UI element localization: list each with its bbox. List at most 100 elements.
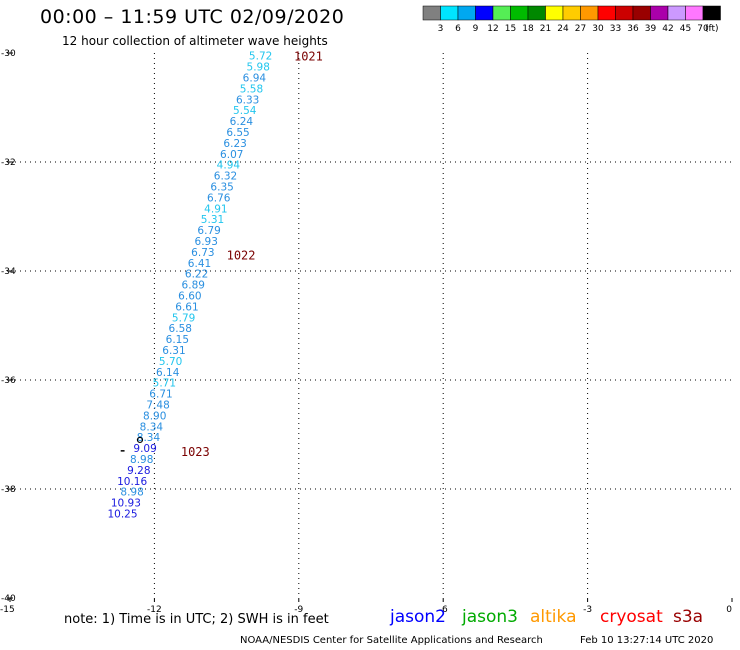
satellite-jason3-label: jason3: [462, 607, 518, 627]
wave-height-label: 8.98: [120, 487, 143, 499]
wave-height-label: 8.98: [130, 454, 153, 466]
lon-tick-label: 0: [726, 605, 732, 615]
footer-timestamp: Feb 10 13:27:14 UTC 2020: [580, 635, 714, 646]
legend-tick-label: 9: [473, 24, 479, 34]
lon-tick-label: -15: [0, 605, 15, 615]
wave-height-label: 10.93: [111, 498, 141, 510]
legend-tick-label: 15: [505, 24, 516, 34]
wave-height-label: 6.79: [197, 225, 220, 237]
legend-swatch: [667, 5, 686, 21]
page-subtitle: 12 hour collection of altimeter wave hei…: [62, 34, 328, 48]
legend-tick-label: 42: [662, 24, 673, 34]
lat-tick-label: -36: [1, 376, 16, 386]
wave-height-label: 5.54: [233, 105, 257, 117]
lon-tick-label: -3: [583, 605, 592, 615]
wave-height-label: 9.28: [127, 465, 150, 477]
legend-tick-label: 70: [697, 24, 709, 34]
legend-swatch: [510, 5, 529, 21]
wave-height-label: 7.48: [146, 400, 169, 412]
legend-swatch: [685, 5, 704, 21]
lat-tick-label: -38: [1, 485, 16, 495]
wave-height-label: 5.71: [153, 378, 176, 390]
legend-tick-label: 39: [645, 24, 657, 34]
wave-height-label: 4.94: [217, 160, 241, 172]
wave-height-label: 5.70: [159, 356, 182, 368]
legend-swatch: [492, 5, 511, 21]
wave-height-label: 6.94: [243, 73, 267, 85]
wave-height-label: 6.31: [162, 345, 185, 357]
satellite-cryosat-label: cryosat: [600, 607, 663, 627]
legend-tick-label: 24: [557, 24, 569, 34]
wave-height-label: 4.91: [204, 203, 227, 215]
legend-tick-label: 3: [438, 24, 444, 34]
wave-height-label: 6.22: [185, 269, 208, 281]
legend-swatch: [702, 5, 721, 21]
legend-tick-label: 27: [575, 24, 586, 34]
wave-height-label: 5.31: [201, 214, 224, 226]
wave-height-label: 6.73: [191, 247, 214, 259]
wave-height-label: 6.24: [230, 116, 254, 128]
wave-height-label: 5.98: [247, 62, 270, 74]
legend-swatch: [457, 5, 476, 21]
lat-tick-label: -30: [1, 49, 16, 59]
wave-height-label: 5.72: [249, 51, 272, 63]
wave-height-label: 6.58: [169, 323, 192, 335]
legend-unit-label: (ft): [705, 24, 719, 34]
wave-height-label: 5.58: [240, 83, 263, 95]
wave-height-label: 6.61: [175, 301, 198, 313]
wave-height-label: 6.89: [182, 280, 205, 292]
footer-credit: NOAA/NESDIS Center for Satellite Applica…: [240, 635, 543, 646]
lon-tick-label: -9: [294, 605, 303, 615]
legend-tick-label: 18: [522, 24, 534, 34]
wave-height-label: 6.60: [178, 291, 201, 303]
satellite-jason2-label: jason2: [390, 607, 446, 627]
wave-height-label: 6.93: [195, 236, 218, 248]
wave-height-label: 6.55: [226, 127, 249, 139]
legend-swatch: [580, 5, 599, 21]
legend-swatch: [562, 5, 581, 21]
pressure-label: 1022: [227, 249, 256, 263]
satellite-s3a-label: s3a: [673, 607, 704, 627]
wave-height-label: 5.79: [172, 312, 195, 324]
wave-height-label: 6.07: [220, 149, 243, 161]
lat-tick-label: -32: [1, 158, 16, 168]
wave-height-label: 10.16: [117, 476, 147, 488]
page-title: 00:00 – 11:59 UTC 02/09/2020: [40, 6, 345, 28]
wave-height-label: 9.09: [133, 443, 156, 455]
wave-height-label: 6.35: [210, 182, 233, 194]
wave-height-label: 6.14: [156, 367, 180, 379]
legend-tick-label: 12: [487, 24, 498, 34]
legend-tick-label: 30: [592, 24, 604, 34]
lon-tick-label: -6: [439, 605, 448, 615]
legend-swatch: [597, 5, 616, 21]
wave-height-label: 6.23: [223, 138, 246, 150]
lon-tick-label: -12: [147, 605, 162, 615]
legend-swatch: [475, 5, 494, 21]
wave-height-label: 6.76: [207, 192, 231, 204]
lat-tick-label: -34: [1, 267, 16, 277]
legend-tick-label: 36: [627, 24, 639, 34]
legend-swatch: [632, 5, 651, 21]
pressure-label: 1023: [181, 445, 210, 459]
legend-swatch: [615, 5, 634, 21]
island-marker: [136, 436, 144, 444]
legend-tick-label: 45: [680, 24, 691, 34]
wave-height-label: 6.33: [236, 94, 259, 106]
pressure-label: 1021: [294, 50, 323, 64]
legend-swatch: [422, 5, 441, 21]
wave-height-label: 6.71: [149, 389, 172, 401]
wave-height-label: 8.90: [143, 410, 166, 422]
legend-tick-label: 6: [455, 24, 461, 34]
wave-height-label: 10.25: [107, 509, 137, 521]
legend-swatch: [650, 5, 669, 21]
wave-height-label: 6.41: [188, 258, 211, 270]
legend-tick-label: 21: [540, 24, 551, 34]
lat-tick-label: -40: [1, 594, 16, 604]
satellite-altika-label: altika: [530, 607, 577, 627]
legend-swatch: [440, 5, 459, 21]
wave-height-label: 6.32: [214, 171, 237, 183]
legend-swatch: [545, 5, 564, 21]
wave-height-label: 8.34: [140, 421, 164, 433]
legend-swatch: [527, 5, 546, 21]
